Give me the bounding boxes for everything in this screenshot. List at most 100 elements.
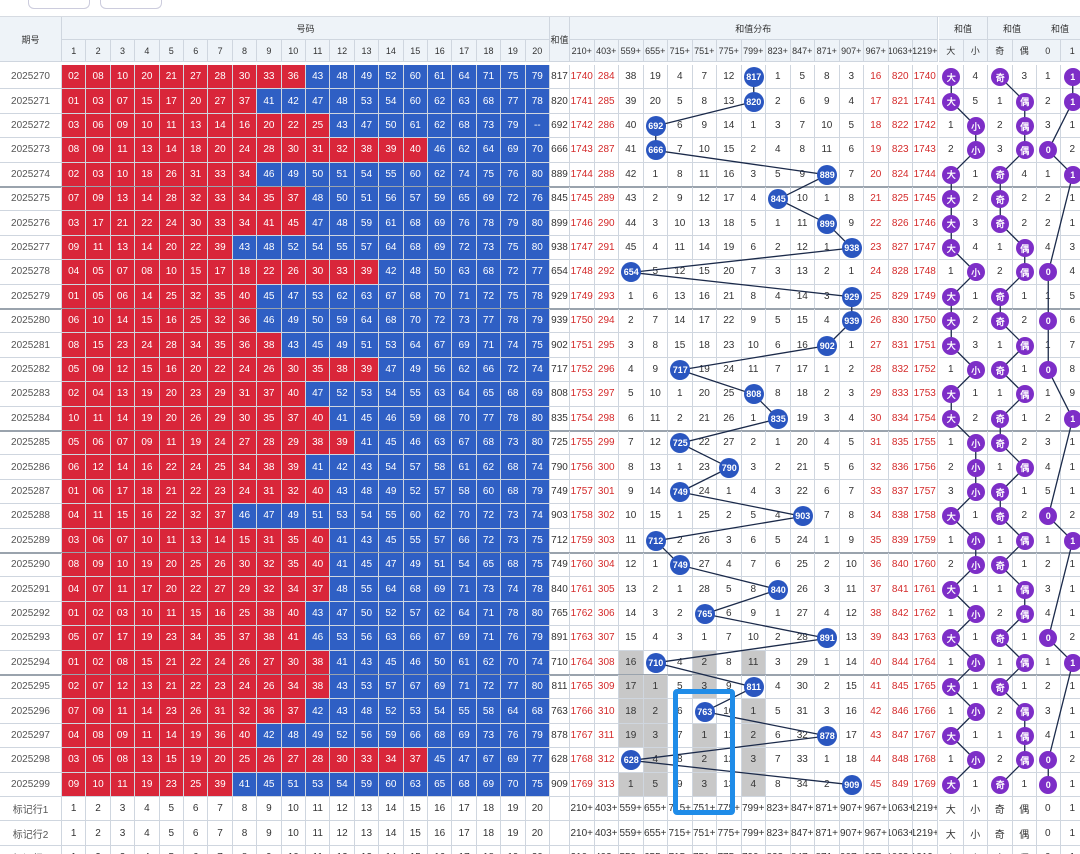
right-cell: 4 (1060, 260, 1080, 285)
dist-col-header[interactable]: 847+ (790, 40, 815, 62)
dist-col-header[interactable]: 210+ (570, 40, 595, 62)
issue-cell[interactable]: 2025273 (0, 138, 62, 163)
number-cell: 22 (184, 479, 209, 505)
number-col-header[interactable]: 7 (208, 40, 233, 62)
number-cell: 22 (159, 455, 184, 480)
dist-col-header[interactable]: 751+ (692, 40, 717, 62)
number-cell: 22 (184, 235, 209, 261)
issue-cell[interactable]: 2025287 (0, 479, 62, 505)
number-col-header[interactable]: 1 (62, 40, 87, 62)
number-col-header[interactable]: 3 (110, 40, 136, 62)
dist-col-header[interactable]: 871+ (815, 40, 840, 62)
dist-col-header[interactable]: 655+ (643, 40, 668, 62)
issue-cell[interactable]: 2025272 (0, 113, 62, 139)
number-col-header[interactable]: 12 (330, 40, 355, 62)
number-cell: 54 (354, 504, 380, 529)
issue-cell[interactable]: 2025288 (0, 504, 62, 529)
dist-cell: 18 (790, 382, 815, 407)
dist-cell: 1760 (570, 553, 595, 578)
dist-col-header[interactable]: 403+ (594, 40, 619, 62)
dist-cell: 19 (717, 235, 742, 261)
dist-cell: 7 (790, 113, 815, 139)
number-col-header[interactable]: 14 (379, 40, 404, 62)
oe-cell: 2 (1012, 211, 1037, 236)
dist-cell: 17 (864, 89, 889, 114)
number-col-header[interactable]: 8 (232, 40, 258, 62)
number-col-header[interactable]: 18 (476, 40, 502, 62)
number-col-header[interactable]: 5 (159, 40, 184, 62)
number-col-header[interactable]: 16 (428, 40, 453, 62)
dist-col-header[interactable]: 799+ (741, 40, 766, 62)
dist-cell: 25 (790, 553, 815, 578)
number-col-header[interactable]: 20 (525, 40, 550, 62)
oe-col-header[interactable]: 奇 (988, 40, 1013, 62)
number-cell: 68 (501, 553, 526, 578)
issue-cell[interactable]: 2025290 (0, 553, 62, 578)
odd-even-ball: 偶 (1015, 458, 1034, 477)
number-col-header[interactable]: 6 (184, 40, 209, 62)
number-cell: 78 (525, 577, 550, 602)
number-col-header[interactable]: 4 (135, 40, 160, 62)
number-col-header[interactable]: 9 (257, 40, 282, 62)
issue-cell[interactable]: 2025280 (0, 309, 62, 334)
sum-header[interactable]: 和值 (550, 17, 570, 62)
right-cell (1036, 357, 1061, 383)
toolbar-tab-left[interactable] (28, 0, 90, 9)
number-cell: 20 (159, 235, 184, 261)
number-col-header[interactable]: 19 (501, 40, 526, 62)
issue-cell[interactable]: 2025292 (0, 601, 62, 627)
dist-col-header[interactable]: 559+ (619, 40, 644, 62)
dist-col-header[interactable]: 1219+ (913, 40, 938, 62)
number-cell: 27 (232, 431, 258, 456)
number-col-header[interactable]: 15 (403, 40, 428, 62)
issue-cell[interactable]: 2025282 (0, 357, 62, 383)
issue-cell[interactable]: 2025278 (0, 260, 62, 285)
dist-col-header[interactable]: 715+ (668, 40, 693, 62)
dist-cell: 9 (839, 211, 864, 236)
issue-cell[interactable]: 2025293 (0, 626, 62, 651)
dist-col-header[interactable]: 823+ (766, 40, 791, 62)
right-col-header[interactable]: 1 (1060, 40, 1080, 62)
number-cell: 55 (354, 577, 380, 602)
dist-col-header[interactable]: 1063+ (888, 40, 913, 62)
issue-cell[interactable]: 2025291 (0, 577, 62, 602)
issue-header[interactable]: 期号 (0, 17, 62, 62)
issue-cell[interactable]: 2025286 (0, 455, 62, 480)
issue-cell[interactable]: 2025281 (0, 333, 62, 358)
number-cell: 07 (110, 528, 136, 553)
number-col-header[interactable]: 13 (354, 40, 380, 62)
number-col-header[interactable]: 11 (306, 40, 331, 62)
right-col-header[interactable]: 0 (1036, 40, 1061, 62)
number-cell: 73 (476, 577, 502, 602)
dist-cell: 5 (741, 504, 766, 529)
issue-cell[interactable]: 2025271 (0, 89, 62, 114)
sum-distribution-ball: 790 (719, 457, 740, 478)
number-cell: 40 (403, 138, 428, 163)
issue-cell[interactable]: 2025275 (0, 187, 62, 212)
number-cell: 78 (525, 89, 550, 114)
number-cell: 43 (306, 65, 331, 90)
number-cell: 20 (135, 65, 160, 90)
issue-cell[interactable]: 2025270 (0, 65, 62, 90)
dist-col-header[interactable]: 775+ (717, 40, 742, 62)
toolbar-tab-right[interactable] (100, 0, 162, 9)
number-col-header[interactable]: 2 (86, 40, 111, 62)
issue-cell[interactable]: 2025283 (0, 382, 62, 407)
number-col-header[interactable]: 17 (452, 40, 477, 62)
number-cell: 08 (86, 65, 111, 90)
number-cell: 65 (452, 187, 477, 212)
bs-col-header[interactable]: 小 (963, 40, 988, 62)
issue-cell[interactable]: 2025276 (0, 211, 62, 236)
dist-cell: 1756 (913, 455, 938, 480)
right-cell: 1 (1060, 602, 1080, 627)
sum-trend-line (631, 77, 854, 786)
issue-cell[interactable]: 2025285 (0, 431, 62, 456)
dist-cell: 2 (643, 577, 668, 602)
number-col-header[interactable]: 10 (281, 40, 306, 62)
number-cell: 16 (135, 455, 160, 480)
issue-cell[interactable]: 2025277 (0, 235, 62, 261)
bs-col-header[interactable]: 大 (939, 40, 964, 62)
dist-col-header[interactable]: 967+ (864, 40, 889, 62)
dist-col-header[interactable]: 907+ (839, 40, 864, 62)
dist-cell: 2 (766, 89, 791, 114)
